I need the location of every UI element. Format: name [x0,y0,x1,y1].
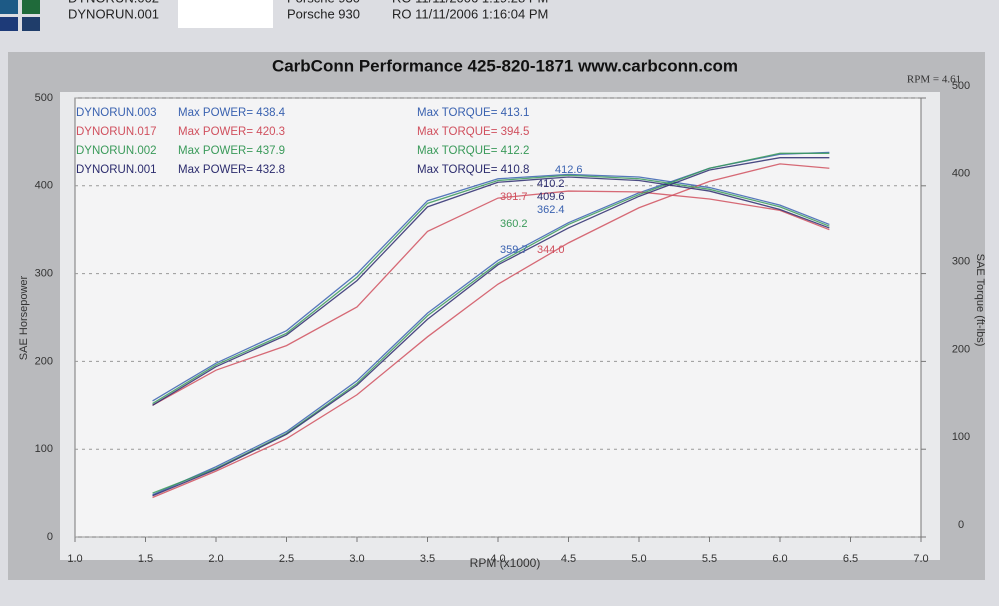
y2-axis-title: SAE Torque (ft-lbs) [974,254,986,347]
legend-power: Max POWER= 437.9 [178,145,285,157]
y-axis-title: SAE Horsepower [18,275,30,360]
max-power: 438.4 [256,107,285,119]
point-label: 362.4 [537,204,565,216]
legend-run: DYNORUN.003 [76,107,157,119]
icon [22,0,40,14]
x-tick-label: 2.0 [208,553,223,565]
max-torque: 410.8 [501,164,530,176]
header-text: RO 11/11/2006 1:16:04 PM [392,6,548,21]
power-line [152,152,830,494]
legend-run: DYNORUN.002 [76,145,157,157]
point-label: 360.2 [500,218,528,230]
y-tick-label: 400 [35,180,53,192]
power-label: Max POWER= [178,145,253,157]
power-line [152,157,830,497]
legend-power: Max POWER= 420.3 [178,126,285,138]
header-text: DYNORUN.001 [68,6,159,21]
torque-line [152,174,830,405]
x-tick-label: 1.5 [138,553,153,565]
legend-torque: Max TORQUE= 413.1 [417,107,529,119]
header-text: DYNORUN.002 [68,0,159,5]
x-tick-label: 1.0 [67,553,82,565]
torque-label: Max TORQUE= [417,107,498,119]
y2-tick-label: 400 [952,168,970,180]
y-tick-label: 500 [35,92,53,104]
max-torque: 413.1 [501,107,530,119]
y2-tick-label: 500 [952,80,970,92]
header-text: Porsche 930 [287,0,360,5]
point-label: 412.6 [555,164,583,176]
max-torque: 394.5 [501,126,530,138]
legend-torque: Max TORQUE= 410.8 [417,164,529,176]
icon [0,17,18,31]
y2-tick-label: 100 [952,431,970,443]
point-label: 344.0 [537,244,565,256]
point-label: 359.7 [500,244,528,256]
corner-note: RPM = 4.61 [907,74,961,86]
x-tick-label: 2.5 [279,553,294,565]
legend-power: Max POWER= 432.8 [178,164,285,176]
torque-label: Max TORQUE= [417,145,498,157]
header-text: Porsche 930 [287,6,360,21]
legend-run: DYNORUN.017 [76,126,157,138]
x-tick-label: 5.5 [702,553,717,565]
blank-box [178,0,273,28]
chart-title: CarbConn Performance 425-820-1871 www.ca… [272,56,738,75]
torque-label: Max TORQUE= [417,126,498,138]
max-torque: 412.2 [501,145,530,157]
power-line [152,163,830,499]
x-tick-label: 4.0 [490,553,505,565]
torque-label: Max TORQUE= [417,164,498,176]
y-tick-label: 0 [47,531,53,543]
x-tick-label: 7.0 [913,553,928,565]
max-power: 432.8 [256,164,285,176]
power-label: Max POWER= [178,164,253,176]
point-label: 410.2 [537,178,565,190]
point-label: 409.6 [537,191,565,203]
x-tick-label: 5.0 [631,553,646,565]
legend-torque: Max TORQUE= 394.5 [417,126,529,138]
legend-torque: Max TORQUE= 412.2 [417,145,529,157]
y-tick-label: 100 [35,443,53,455]
legend-power: Max POWER= 438.4 [178,107,286,119]
power-label: Max POWER= [178,126,253,138]
x-tick-label: 4.5 [561,553,576,565]
y2-tick-label: 200 [952,343,970,355]
icon [0,0,18,14]
x-tick-label: 3.5 [420,553,435,565]
point-label: 391.7 [500,191,528,203]
x-tick-label: 6.5 [843,553,858,565]
torque-line [152,173,830,402]
legend-run: DYNORUN.001 [76,164,157,176]
torque-line [152,176,830,406]
max-power: 437.9 [256,145,285,157]
power-label: Max POWER= [178,107,253,119]
x-tick-label: 6.0 [772,553,787,565]
y2-tick-label: 300 [952,256,970,268]
plot-area [74,97,922,538]
header-text: RO 11/11/2006 1:19:28 PM [392,0,548,5]
y-tick-label: 300 [35,268,53,280]
x-axis-title: RPM (x1000) [470,556,541,570]
icon [22,17,40,31]
torque-line [152,190,830,406]
y2-tick-label: 0 [958,519,964,531]
x-tick-label: 3.0 [349,553,364,565]
max-power: 420.3 [256,126,285,138]
y-tick-label: 200 [35,355,53,367]
